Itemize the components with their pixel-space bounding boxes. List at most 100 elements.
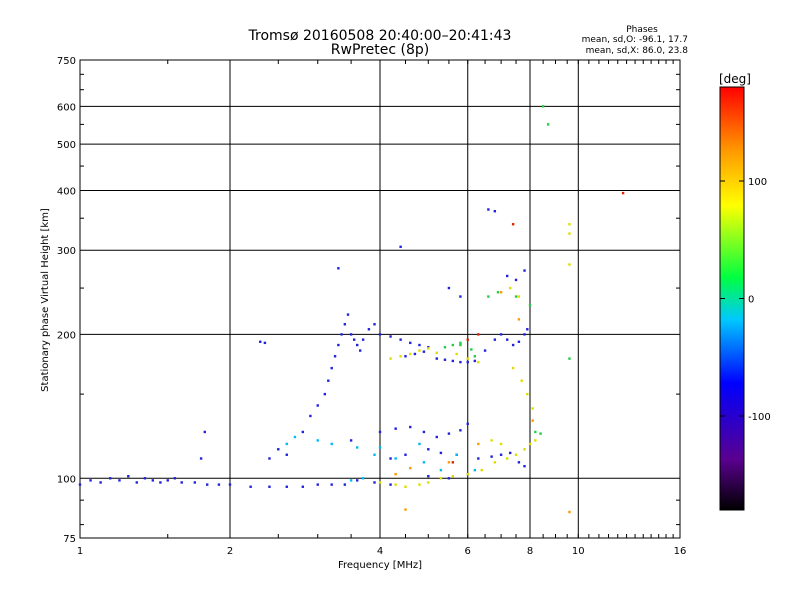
data-point xyxy=(473,355,477,358)
phase-stats-o: mean, sd,O: -96.1, 17.7 xyxy=(582,35,688,45)
data-point xyxy=(309,414,312,418)
data-point xyxy=(568,357,571,360)
data-point xyxy=(394,483,397,486)
data-point xyxy=(418,442,421,446)
data-point xyxy=(477,457,480,460)
data-point xyxy=(459,343,462,347)
data-point xyxy=(473,468,477,472)
y-tick-label: 400 xyxy=(57,186,76,197)
data-point xyxy=(409,466,412,470)
data-point xyxy=(455,352,458,356)
data-point xyxy=(514,453,518,456)
data-point xyxy=(349,439,353,442)
data-point xyxy=(439,477,443,480)
data-point xyxy=(517,340,521,343)
data-point xyxy=(534,430,537,434)
data-point xyxy=(455,453,458,456)
data-point xyxy=(493,338,497,341)
data-point xyxy=(404,485,407,488)
data-point xyxy=(459,295,462,298)
data-point xyxy=(447,477,451,480)
data-point xyxy=(443,358,447,361)
data-point xyxy=(228,483,232,486)
data-point xyxy=(621,191,625,195)
data-point xyxy=(546,123,550,126)
data-point xyxy=(499,453,503,456)
data-point xyxy=(166,479,169,482)
data-point xyxy=(340,333,343,336)
data-point xyxy=(337,267,340,270)
data-point xyxy=(568,263,571,266)
y-tick-label: 500 xyxy=(57,140,76,151)
scatter-series xyxy=(285,435,477,482)
data-point xyxy=(355,479,359,482)
data-point xyxy=(534,439,537,442)
data-point xyxy=(333,355,337,358)
data-point xyxy=(378,333,382,336)
data-point xyxy=(505,338,509,341)
scatter-series xyxy=(394,291,571,514)
data-point xyxy=(531,419,534,422)
data-point xyxy=(427,448,430,451)
data-point xyxy=(205,483,209,486)
data-point xyxy=(427,481,430,484)
phase-stats-heading: Phases xyxy=(626,25,658,35)
data-point xyxy=(451,343,455,347)
data-point xyxy=(373,453,376,456)
data-point xyxy=(496,291,500,294)
data-point xyxy=(330,483,333,486)
data-point xyxy=(404,508,407,511)
data-point xyxy=(323,392,327,396)
data-point xyxy=(466,338,469,341)
data-point xyxy=(466,422,469,426)
data-point xyxy=(373,481,376,484)
data-point xyxy=(523,448,526,451)
data-point xyxy=(285,485,288,488)
data-point xyxy=(316,483,319,486)
data-point xyxy=(523,464,526,468)
data-point xyxy=(355,446,359,449)
data-point xyxy=(499,333,503,336)
data-point xyxy=(389,357,392,360)
data-point xyxy=(268,457,271,460)
data-point xyxy=(217,483,221,486)
data-point xyxy=(470,348,473,351)
data-point xyxy=(99,481,102,484)
data-point xyxy=(418,349,421,352)
y-tick-label: 300 xyxy=(57,246,76,257)
data-point xyxy=(263,341,267,345)
data-point xyxy=(409,341,412,345)
data-point xyxy=(404,453,407,456)
data-point xyxy=(435,435,438,439)
data-point xyxy=(477,360,480,364)
data-point xyxy=(378,446,382,449)
data-point xyxy=(466,360,469,364)
data-point xyxy=(517,318,521,321)
chart-title-line2: RwPretec (8p) xyxy=(331,42,429,58)
scatter-series xyxy=(378,223,571,488)
data-point xyxy=(539,432,542,435)
data-point xyxy=(528,304,532,307)
data-point xyxy=(277,448,280,451)
data-point xyxy=(422,350,426,353)
data-point xyxy=(526,392,529,396)
data-point xyxy=(466,357,469,360)
data-point xyxy=(78,483,82,486)
data-point xyxy=(143,477,147,480)
data-point xyxy=(127,475,130,478)
x-tick-label: 6 xyxy=(465,546,471,557)
data-point xyxy=(422,430,426,434)
data-point xyxy=(343,323,347,326)
data-point xyxy=(151,479,155,482)
data-point xyxy=(490,439,493,442)
data-point xyxy=(447,286,451,290)
data-point xyxy=(439,451,443,455)
data-point xyxy=(517,295,521,298)
data-point xyxy=(89,479,92,482)
data-point xyxy=(316,404,319,407)
y-tick-label: 200 xyxy=(57,330,76,341)
data-point xyxy=(568,232,571,235)
data-point xyxy=(330,366,333,370)
y-axis-label: Stationary phase Virtual Height [km] xyxy=(40,208,51,392)
